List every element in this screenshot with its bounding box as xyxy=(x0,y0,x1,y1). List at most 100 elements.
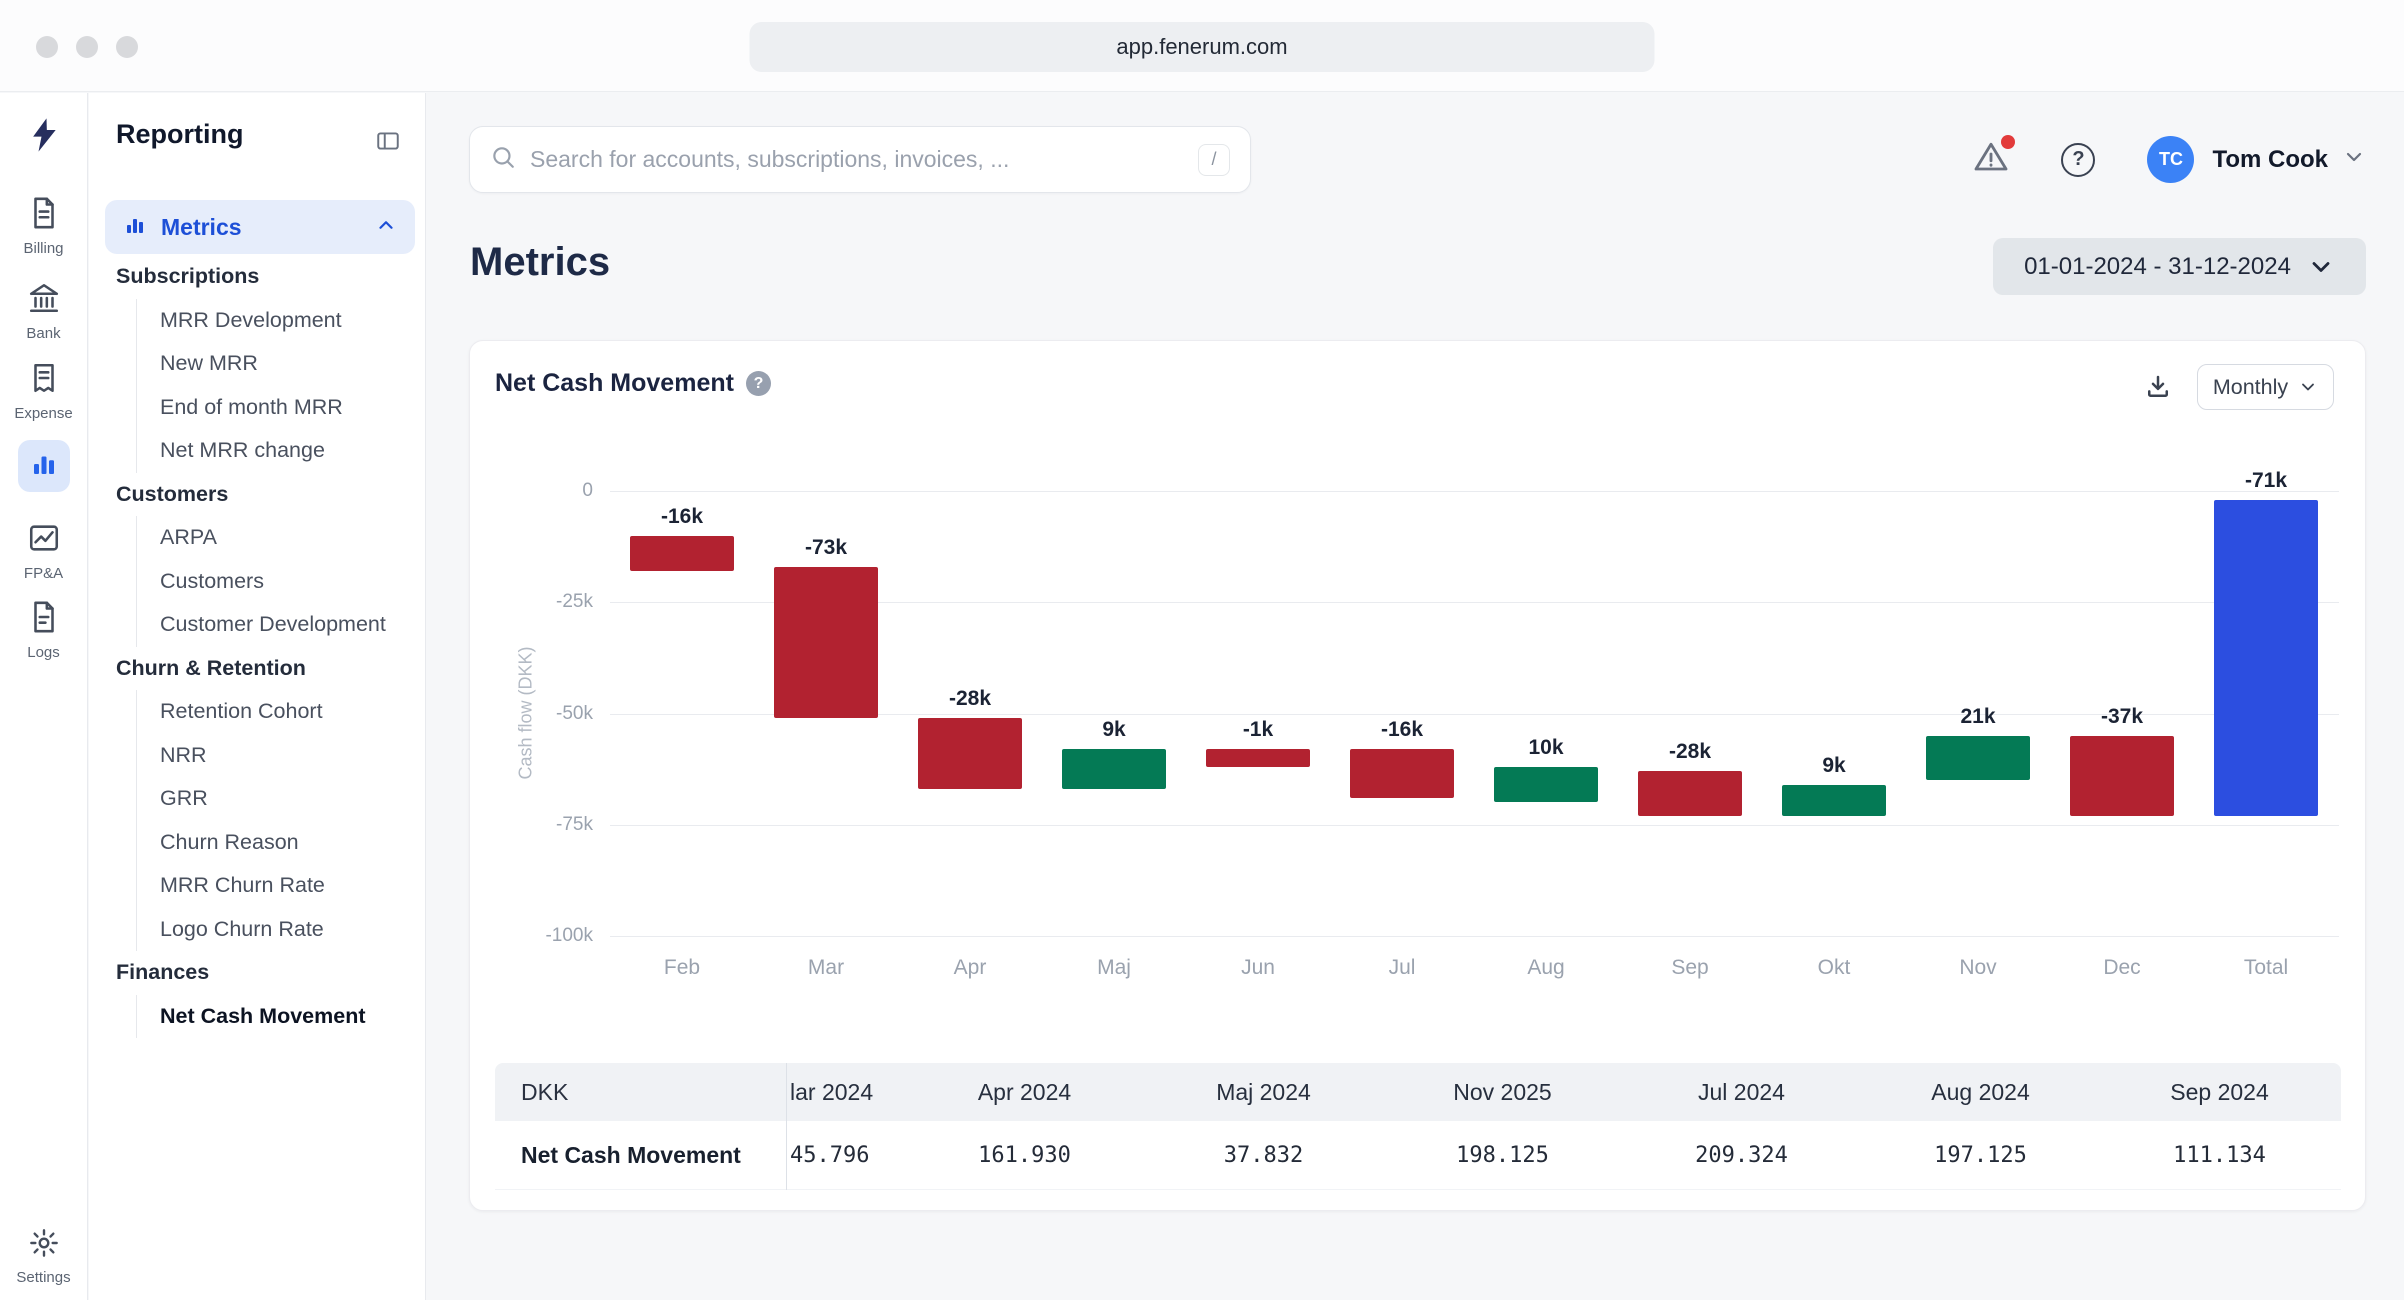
table-row: Net Cash Movement 45.796 161.930 37.832 198… xyxy=(495,1121,2341,1190)
avatar[interactable]: TC xyxy=(2147,136,2195,183)
notification-dot xyxy=(2001,135,2016,149)
chart-bar-mar xyxy=(774,566,878,718)
receipt-icon xyxy=(27,361,61,400)
user-menu[interactable]: Tom Cook xyxy=(2212,145,2328,173)
rail-item-billing[interactable]: Billing xyxy=(0,196,87,257)
chart-bar-apr xyxy=(918,717,1022,790)
app-logo[interactable] xyxy=(0,115,87,155)
sidebar-item[interactable]: End of month MRR xyxy=(160,394,343,419)
sidebar-group-label: Churn & Retention xyxy=(116,655,306,680)
gridline xyxy=(610,936,2339,937)
y-tick-label: 0 xyxy=(582,480,593,501)
rail-item-label: Expense xyxy=(14,405,73,422)
y-tick-label: -75k xyxy=(556,813,593,835)
search-shortcut-badge: / xyxy=(1198,143,1230,176)
date-range-picker[interactable]: 01-01-2024 - 31-12-2024 xyxy=(1993,238,2366,295)
sidebar-item[interactable]: Net Cash Movement xyxy=(160,1003,366,1028)
rail-item-fpa[interactable]: FP&A xyxy=(0,521,87,582)
search-input[interactable] xyxy=(530,146,1184,173)
gridline xyxy=(610,713,2339,715)
rail-item-settings[interactable]: Settings xyxy=(0,1227,87,1286)
window-minimize-button[interactable] xyxy=(76,36,98,58)
sidebar-item[interactable]: MRR Development xyxy=(160,307,342,332)
table-value-cell: 209.324 xyxy=(1695,1142,1788,1168)
x-tick-label: Aug xyxy=(1527,956,1565,979)
chart-bar-maj xyxy=(1062,749,1166,790)
chevron-down-icon xyxy=(2312,261,2330,272)
bank-icon xyxy=(27,281,61,320)
table-header-row: DKK lar 2024 Apr 2024 Maj 2024 Nov 2025 Jul … xyxy=(495,1063,2341,1121)
metrics-chart-icon xyxy=(123,213,147,242)
y-tick-label: -50k xyxy=(556,702,593,724)
alerts-button[interactable] xyxy=(1973,135,2016,180)
billing-icon xyxy=(27,196,61,235)
rail-item-bank[interactable]: Bank xyxy=(0,281,87,342)
net-cash-movement-chart: Cash flow (DKK) 0 -25k -50k -75k -100k -16k Fe… xyxy=(470,341,2365,1210)
sidebar-item[interactable]: Customers xyxy=(160,568,264,593)
window-close-button[interactable] xyxy=(36,36,58,58)
sidebar-item[interactable]: Logo Churn Rate xyxy=(160,916,324,941)
url-text: app.fenerum.com xyxy=(1116,34,1288,59)
y-tick-label: -100k xyxy=(545,925,593,946)
rail-item-reporting-active[interactable] xyxy=(18,440,70,492)
frequency-select[interactable]: Monthly xyxy=(2197,364,2334,410)
sticky-column-divider xyxy=(786,1063,787,1190)
global-search[interactable]: / xyxy=(469,126,1251,193)
x-tick-label: Nov xyxy=(1959,956,1997,979)
sidebar-item-metrics[interactable]: Metrics xyxy=(105,200,415,254)
sidebar-item[interactable]: Net MRR change xyxy=(160,438,325,463)
sidebar-item[interactable]: Churn Reason xyxy=(160,829,299,854)
bar-value-label: -16k xyxy=(660,504,704,528)
sidebar-item[interactable]: GRR xyxy=(160,786,208,811)
sidebar-title: Reporting xyxy=(116,119,244,149)
sidebar-item[interactable]: Retention Cohort xyxy=(160,699,323,724)
x-tick-label: Total xyxy=(2243,956,2289,979)
help-button[interactable]: ? xyxy=(2061,142,2096,177)
sidebar-group-label: Subscriptions xyxy=(116,264,260,289)
table-value-cell: 111.134 xyxy=(2173,1142,2266,1168)
collapse-sidebar-icon[interactable] xyxy=(375,128,401,159)
bar-value-label: -16k xyxy=(1380,718,1424,742)
window-controls xyxy=(36,36,138,58)
table-month-header: Sep 2024 xyxy=(2170,1078,2269,1105)
chart-bar-jun xyxy=(1206,749,1310,767)
card-title: Net Cash Movement xyxy=(495,369,734,397)
table-value-cell: 198.125 xyxy=(1456,1142,1549,1168)
bar-value-label: -71k xyxy=(2244,468,2288,492)
chart-bar-sep xyxy=(1638,771,1742,816)
table-month-header: Jul 2024 xyxy=(1698,1078,1785,1105)
bar-value-label: 9k xyxy=(1822,753,1846,777)
window-maximize-button[interactable] xyxy=(116,36,138,58)
sidebar-item[interactable]: MRR Churn Rate xyxy=(160,873,325,898)
rail-item-label: Billing xyxy=(23,240,64,257)
fpa-chart-icon xyxy=(27,521,61,560)
sidebar-item[interactable]: Customer Development xyxy=(160,612,386,637)
x-tick-label: Sep xyxy=(1671,956,1709,979)
bar-chart-icon xyxy=(29,449,59,484)
sidebar-item[interactable]: NRR xyxy=(160,742,207,767)
x-tick-label: Jul xyxy=(1388,956,1416,979)
table-month-header: Apr 2024 xyxy=(977,1078,1072,1105)
chevron-down-icon[interactable] xyxy=(2342,145,2366,174)
chevron-up-icon xyxy=(375,214,397,241)
sidebar-item[interactable]: New MRR xyxy=(160,351,258,376)
gridline xyxy=(610,824,2339,826)
main-content: / ? TC Tom Cook Metrics 01-01-2024 - 31-… xyxy=(427,93,2404,1300)
card-help-icon[interactable]: ? xyxy=(745,371,771,396)
gridline xyxy=(610,491,2339,492)
download-button[interactable] xyxy=(2138,367,2178,407)
rail-item-expense[interactable]: Expense xyxy=(0,361,87,422)
date-range-text: 01-01-2024 - 31-12-2024 xyxy=(2024,252,2291,280)
sidebar-group: Finances Net Cash Movement xyxy=(89,951,424,1038)
sidebar-item[interactable]: ARPA xyxy=(160,525,217,550)
frequency-value: Monthly xyxy=(2212,374,2289,399)
address-bar[interactable]: app.fenerum.com xyxy=(749,22,1655,72)
chart-bar-feb xyxy=(630,535,734,572)
app-icon-rail: Billing Bank Expense FP&A Logs Setti xyxy=(0,93,88,1300)
table-month-header: lar 2024 xyxy=(790,1078,874,1105)
sidebar-group: Subscriptions MRR Development New MRR End o… xyxy=(89,255,424,473)
rail-item-logs[interactable]: Logs xyxy=(0,600,87,661)
rail-item-label: Bank xyxy=(26,325,61,342)
bar-value-label: -28k xyxy=(948,686,992,710)
chevron-down-icon xyxy=(2302,383,2315,391)
